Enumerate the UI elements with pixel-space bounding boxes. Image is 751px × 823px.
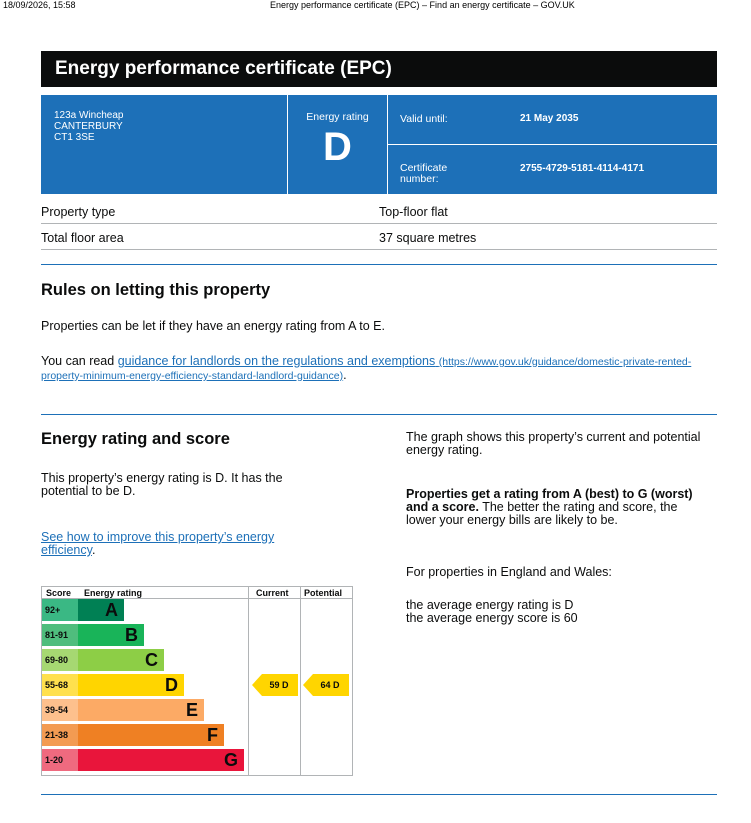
band-bar: G	[78, 749, 244, 771]
panel-divider	[287, 95, 288, 194]
band-score-range: 21-38	[42, 724, 78, 746]
energy-rating-label: Energy rating	[306, 111, 369, 123]
score-column-header: Score	[46, 588, 72, 598]
letting-heading: Rules on letting this property	[41, 281, 271, 299]
band-bar: F	[78, 724, 224, 746]
page-title: Energy performance certificate (EPC)	[41, 51, 717, 87]
floor-area-label: Total floor area	[41, 231, 124, 245]
floor-area-row: Total floor area 37 square metres	[41, 226, 717, 250]
section-divider	[41, 414, 717, 415]
energy-rating-letter: D	[323, 125, 352, 169]
print-header: 18/09/2026, 15:58 Energy performance cer…	[0, 0, 751, 14]
graph-explainer: The graph shows this property’s current …	[406, 430, 701, 457]
panel-divider	[387, 95, 388, 194]
improve-link-suffix: .	[91, 543, 96, 557]
section-divider	[41, 264, 717, 265]
band-bar: B	[78, 624, 144, 646]
valid-until-label: Valid until:	[400, 113, 448, 125]
panel-divider	[388, 144, 717, 145]
letting-paragraph: Properties can be let if they have an en…	[41, 319, 385, 333]
property-address: 123a Wincheap CANTERBURY CT1 3SE	[54, 110, 124, 143]
certificate-number-label: Certificate number:	[400, 162, 448, 185]
address-line-1: 123a Wincheap	[54, 110, 124, 121]
chart-gridline	[42, 598, 352, 599]
band-score-range: 55-68	[42, 674, 78, 696]
improve-efficiency-link[interactable]: See how to improve this property’s energ…	[41, 530, 275, 557]
guidance-prefix: You can read	[41, 354, 118, 368]
guidance-suffix: .	[343, 368, 347, 382]
band-bar: A	[78, 599, 124, 621]
band-bar: C	[78, 649, 164, 671]
property-type-row: Property type Top-floor flat	[41, 200, 717, 224]
print-page-title: Energy performance certificate (EPC) – F…	[270, 0, 575, 10]
rating-explainer-rest: The better the rating and score, the low…	[406, 500, 678, 527]
property-type-value: Top-floor flat	[379, 205, 448, 219]
band-bar: D	[78, 674, 184, 696]
letting-guidance-paragraph: You can read guidance for landlords on t…	[41, 355, 717, 383]
address-line-2: CANTERBURY	[54, 121, 123, 132]
improve-link-paragraph: See how to improve this property’s energ…	[41, 531, 316, 557]
print-timestamp: 18/09/2026, 15:58	[3, 0, 76, 10]
chart-gridline	[300, 587, 301, 775]
property-type-label: Property type	[41, 205, 116, 219]
floor-area-value: 37 square metres	[379, 231, 477, 245]
section-divider	[41, 794, 717, 795]
current-rating-arrow: 59 D	[252, 674, 298, 696]
rating-explainer-bold: Properties get a rating from A (best) to…	[406, 487, 693, 514]
guidance-link[interactable]: guidance for landlords on the regulation…	[41, 354, 692, 383]
band-score-range: 69-80	[42, 649, 78, 671]
band-score-range: 81-91	[42, 624, 78, 646]
score-heading: Energy rating and score	[41, 430, 230, 448]
band-score-range: 39-54	[42, 699, 78, 721]
rating-column-header: Energy rating	[84, 588, 143, 598]
rating-explainer: Properties get a rating from A (best) to…	[406, 488, 706, 527]
band-score-range: 1-20	[42, 749, 78, 771]
chart-gridline	[248, 587, 249, 775]
potential-column-header: Potential	[304, 588, 343, 598]
certificate-summary-panel: 123a Wincheap CANTERBURY CT1 3SE Energy …	[41, 95, 717, 194]
energy-rating-chart: Score Energy rating Current Potential 92…	[41, 586, 353, 776]
address-line-3: CT1 3SE	[54, 132, 95, 143]
guidance-link-text[interactable]: guidance for landlords on the regulation…	[117, 354, 436, 368]
band-score-range: 92+	[42, 599, 78, 621]
guidance-link-url[interactable]: (https://www.gov.uk/guidance/domestic-pr…	[41, 356, 692, 382]
average-score: the average energy score is 60	[406, 611, 578, 625]
certificate-number-value: 2755-4729-5181-4114-4171	[520, 163, 644, 174]
current-column-header: Current	[256, 588, 289, 598]
region-note: For properties in England and Wales:	[406, 565, 612, 579]
valid-until-value: 21 May 2035	[520, 113, 579, 124]
average-rating: the average energy rating is D	[406, 598, 574, 612]
band-bar: E	[78, 699, 204, 721]
potential-rating-arrow: 64 D	[303, 674, 349, 696]
score-paragraph: This property’s energy rating is D. It h…	[41, 471, 283, 498]
